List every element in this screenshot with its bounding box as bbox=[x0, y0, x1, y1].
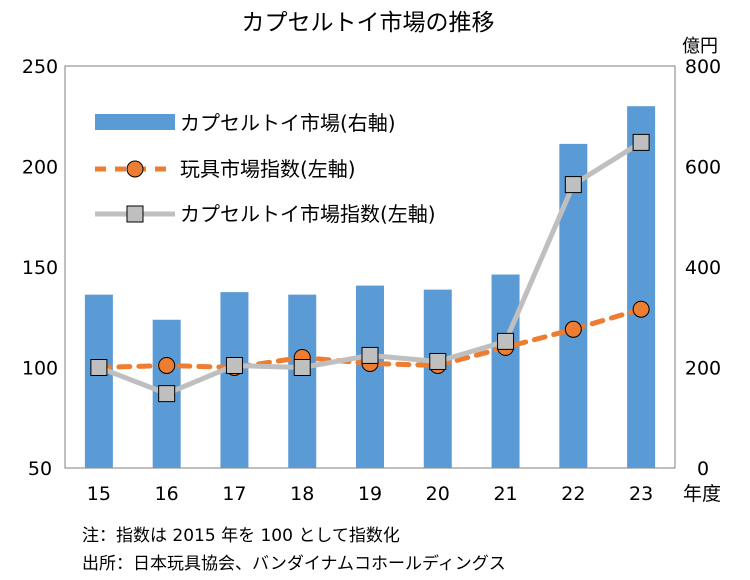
x-axis-tick-label: 15 bbox=[87, 483, 111, 505]
bar-capsule-toy-market bbox=[627, 106, 656, 468]
point-toy-market-index bbox=[632, 300, 650, 318]
x-axis-tick-label: 23 bbox=[629, 483, 653, 505]
bar-capsule-toy-market bbox=[491, 274, 520, 468]
x-axis-tick-label: 17 bbox=[222, 483, 246, 505]
note-text: 注：指数は 2015 年を 100 として指数化 bbox=[82, 526, 400, 546]
legend-label-toy-index: 玩具市場指数(左軸) bbox=[180, 157, 356, 181]
bar-capsule-toy-market bbox=[423, 289, 452, 468]
right-axis-tick-label: 200 bbox=[685, 358, 721, 380]
legend-swatch-bar bbox=[95, 114, 175, 130]
legend: カプセルトイ市場(右軸) 玩具市場指数(左軸) カプセルトイ市場指数(左軸) bbox=[95, 111, 436, 226]
legend-swatch-capsule-index-marker bbox=[126, 205, 144, 223]
legend-swatch-toy-index-marker bbox=[126, 160, 144, 178]
point-capsule-toy-index bbox=[225, 356, 243, 374]
left-axis-tick-label: 50 bbox=[28, 458, 52, 480]
left-axis-tick-label: 200 bbox=[22, 157, 58, 179]
source-text: 出所：日本玩具協会、バンダイナムコホールディングス bbox=[82, 554, 506, 574]
left-axis-tick-label: 100 bbox=[22, 358, 58, 380]
right-axis-tick-label: 800 bbox=[685, 56, 721, 78]
left-axis-tick-label: 250 bbox=[22, 56, 58, 78]
x-axis-tick-label: 16 bbox=[155, 483, 179, 505]
right-axis-tick-label: 400 bbox=[685, 257, 721, 279]
bar-capsule-toy-market bbox=[288, 294, 317, 468]
point-capsule-toy-index bbox=[497, 332, 515, 350]
point-capsule-toy-index bbox=[293, 359, 311, 376]
right-axis-tick-label: 0 bbox=[697, 458, 709, 480]
bar-capsule-toy-market bbox=[356, 285, 384, 468]
point-capsule-toy-index bbox=[429, 352, 447, 370]
point-capsule-toy-index bbox=[632, 133, 650, 151]
legend-label-capsule-index: カプセルトイ市場指数(左軸) bbox=[180, 202, 436, 226]
bar-capsule-toy-market bbox=[559, 143, 588, 468]
x-axis-tick-label: 19 bbox=[358, 483, 382, 505]
x-axis-tick-label: 20 bbox=[426, 483, 450, 505]
x-axis-tick-label: 22 bbox=[561, 483, 585, 505]
x-axis-label: 年度 bbox=[683, 483, 721, 505]
left-axis-tick-label: 150 bbox=[22, 257, 58, 279]
x-axis-tick-label: 21 bbox=[493, 483, 517, 505]
right-axis-unit: 億円 bbox=[682, 36, 718, 57]
point-capsule-toy-index bbox=[361, 346, 379, 364]
right-axis-tick-label: 600 bbox=[685, 157, 721, 179]
bar-capsule-toy-market bbox=[84, 294, 113, 468]
x-axis-tick-label: 18 bbox=[290, 483, 314, 505]
legend-label-bar: カプセルトイ市場(右軸) bbox=[180, 111, 396, 135]
point-capsule-toy-index bbox=[158, 385, 176, 403]
bar-capsule-toy-market bbox=[220, 292, 249, 468]
point-capsule-toy-index bbox=[90, 359, 108, 376]
point-toy-market-index bbox=[158, 356, 176, 374]
point-toy-market-index bbox=[564, 320, 582, 338]
point-capsule-toy-index bbox=[564, 176, 582, 194]
chart-title: カプセルトイ市場の推移 bbox=[242, 10, 495, 36]
